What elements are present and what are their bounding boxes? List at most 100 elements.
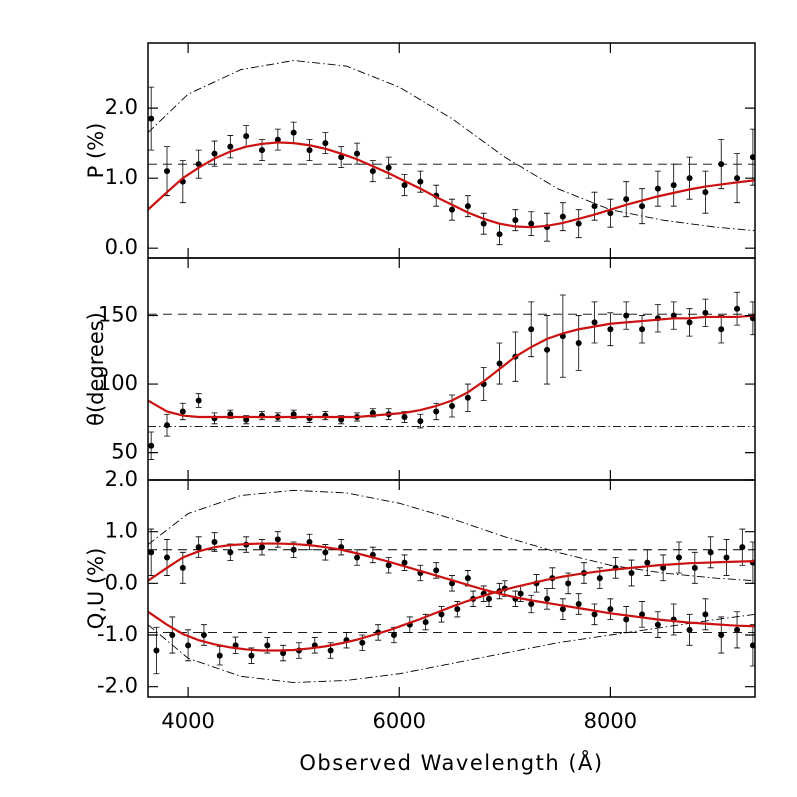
data-point <box>195 397 202 404</box>
error-cap <box>496 342 503 385</box>
error-cap <box>385 408 392 421</box>
error-cap <box>259 411 266 421</box>
error-cap <box>644 549 651 576</box>
data-point <box>454 606 461 613</box>
error-cap <box>612 557 619 579</box>
error-cap <box>718 139 725 190</box>
error-cap <box>559 294 566 378</box>
data-point <box>438 611 445 618</box>
error-cap <box>385 557 392 574</box>
data-point <box>274 536 281 543</box>
error-cap <box>660 554 667 582</box>
y-tick-label: -1.0 <box>97 622 138 646</box>
data-point <box>591 319 598 326</box>
error-cap <box>200 624 207 646</box>
error-cap <box>274 412 281 422</box>
error-cap <box>670 603 677 636</box>
data-point <box>528 220 535 227</box>
model-line <box>148 141 755 229</box>
data-point <box>723 554 730 561</box>
data-point <box>179 408 186 415</box>
error-cap <box>243 536 250 553</box>
error-cap <box>575 209 582 239</box>
error-cap <box>406 616 413 633</box>
error-cap <box>691 551 698 584</box>
error-cap <box>211 140 218 167</box>
data-point <box>480 220 487 227</box>
error-cap <box>306 413 313 423</box>
data-point <box>248 652 255 659</box>
error-cap <box>702 170 709 214</box>
error-cap <box>670 301 677 330</box>
data-point <box>739 544 746 551</box>
data-point <box>369 409 376 416</box>
data-point <box>702 611 709 618</box>
data-point <box>385 562 392 569</box>
y-tick-label: 1.0 <box>105 519 138 543</box>
error-cap <box>401 554 408 571</box>
error-cap <box>354 549 361 566</box>
error-cap <box>528 301 535 358</box>
error-cap <box>433 184 440 207</box>
data-point <box>433 567 440 574</box>
panel-frame <box>147 42 756 259</box>
data-point <box>243 416 250 423</box>
error-cap <box>464 383 471 412</box>
data-point <box>623 616 630 623</box>
data-point <box>512 217 519 224</box>
data-point <box>464 575 471 582</box>
error-cap <box>195 149 202 179</box>
error-cap <box>470 590 477 607</box>
error-cap <box>227 409 234 419</box>
reference-line <box>148 489 755 582</box>
data-point <box>164 554 171 561</box>
reference-line <box>148 60 755 232</box>
error-cap <box>322 544 329 561</box>
data-point <box>670 312 677 319</box>
data-point <box>623 312 630 319</box>
data-point <box>734 175 741 182</box>
error-cap <box>354 142 361 165</box>
data-point <box>675 554 682 561</box>
error-cap <box>306 533 313 551</box>
data-point <box>338 416 345 423</box>
model-line <box>148 542 755 628</box>
error-cap <box>195 393 202 408</box>
error-cap <box>591 191 598 221</box>
error-cap <box>322 411 329 421</box>
error-cap <box>702 598 709 631</box>
model-line <box>148 314 755 419</box>
data-point <box>227 143 234 150</box>
data-point <box>749 154 755 161</box>
data-point <box>654 185 661 192</box>
error-cap <box>264 637 271 654</box>
data-point <box>179 564 186 571</box>
data-point <box>707 549 714 556</box>
error-cap <box>702 298 709 327</box>
error-cap <box>512 590 519 607</box>
error-cap <box>718 616 725 654</box>
data-point <box>153 647 160 654</box>
x-tick-label: 8000 <box>584 709 637 733</box>
error-cap <box>512 331 519 382</box>
data-point <box>496 360 503 367</box>
data-point <box>164 168 171 175</box>
data-point <box>464 394 471 401</box>
data-point <box>148 442 155 449</box>
data-point <box>464 203 471 210</box>
error-cap <box>401 174 408 197</box>
error-cap <box>259 539 266 556</box>
data-point <box>591 611 598 618</box>
data-point <box>211 539 218 545</box>
data-point <box>227 549 234 556</box>
data-point <box>401 182 408 189</box>
data-point <box>623 196 630 203</box>
data-point <box>686 175 693 182</box>
error-cap <box>338 146 345 169</box>
error-cap <box>591 603 598 626</box>
data-point <box>686 626 693 633</box>
error-cap <box>243 415 250 425</box>
error-cap <box>433 402 440 421</box>
error-cap <box>544 315 551 385</box>
error-cap <box>306 139 313 162</box>
